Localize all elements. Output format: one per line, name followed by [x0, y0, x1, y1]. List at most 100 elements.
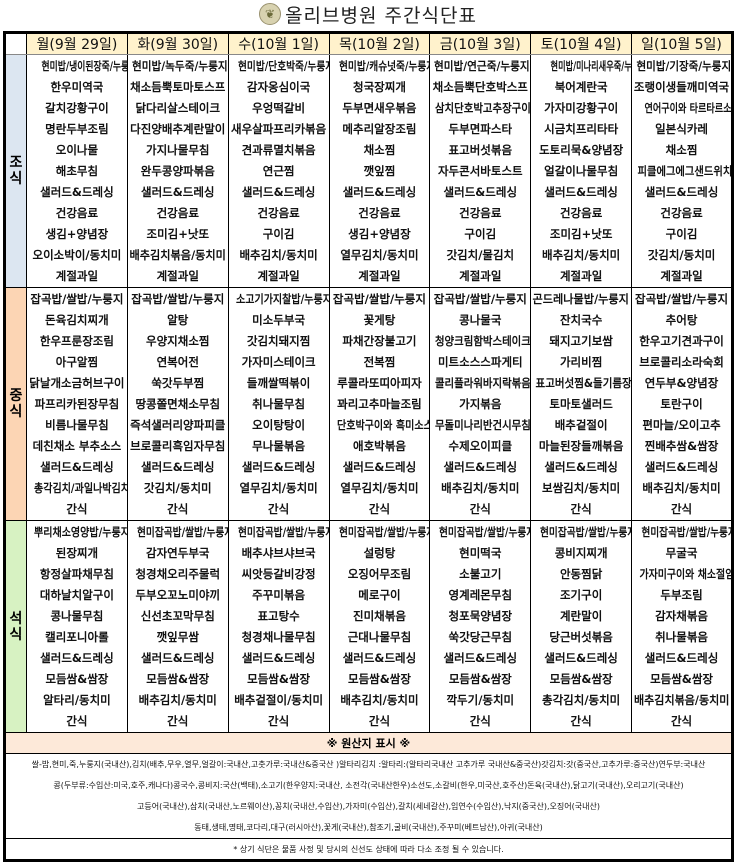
menu-item: 취나물무침 — [229, 394, 328, 415]
menu-item-text: 삼치단호박고추장구이 — [435, 101, 531, 115]
menu-item-text: 갈치강황구이 — [45, 101, 109, 115]
menu-item-text: 알탕 — [167, 313, 189, 327]
menu-item-text: 간식 — [66, 714, 88, 728]
menu-item: 생김+양념장 — [27, 224, 126, 245]
menu-item: 알탕 — [128, 310, 227, 331]
menu-item: 메로구이 — [330, 585, 429, 606]
breakfast-day-cell: 현미밥/기장죽/누룽지 조랭이생들깨미역국 연어구이와 타르타르소스 일본식카레 채소찜… — [631, 54, 733, 288]
menu-item: 닭다리살스테이크 — [128, 98, 227, 119]
menu-item-text: 구이김 — [665, 227, 698, 241]
menu-item: 메추리알장조림 — [330, 119, 429, 140]
lunch-day-cell: 잡곡밥/쌀밥/누룽지 돈육김치찌개 한우프룬장조림 아구알찜 닭날개소금허브구이 파프리카… — [26, 287, 128, 521]
menu-item: 갓김치/물김치 — [431, 245, 530, 266]
menu-item: 추어탕 — [633, 310, 731, 331]
menu-item-text: 현미밥/미나리새우죽/누룽지 — [550, 59, 632, 73]
menu-item-text: 알타리/동치미 — [43, 693, 111, 707]
menu-item-text: 건강음료 — [559, 206, 603, 220]
menu-item-text: 청경채오리주물럭 — [135, 567, 221, 581]
menu-item: 다진양배추계란말이 — [128, 119, 227, 140]
menu-item-text: 루콜라또띠아피자 — [337, 376, 422, 390]
menu-item: 샐러드&드레싱 — [27, 457, 126, 478]
menu-item: 샐러드&드레싱 — [532, 457, 631, 478]
menu-item: 채소듬뿍토마토스프 — [128, 77, 227, 98]
weekly-menu-table: 월(9월 29일) 화(9월 30일) 수(10월 1일) 목(10월 2일) … — [3, 31, 734, 862]
menu-item-text: 토마토샐러드 — [549, 397, 613, 411]
menu-item-text: 배추김치/동치미 — [642, 481, 721, 495]
menu-item-text: 들깨쌀떡볶이 — [246, 376, 311, 390]
page-header: ❦ 올리브병원 주간식단표 — [0, 0, 736, 28]
menu-item: 즉석샐러리양파피클 — [128, 415, 227, 436]
menu-item: 현미잡곡밥/쌀밥/누룽지 — [431, 522, 530, 543]
menu-item: 샐러드&드레싱 — [431, 182, 530, 203]
menu-item-text: 샐러드&드레싱 — [141, 185, 215, 199]
menu-item-text: 잡곡밥/쌀밥/누룽지 — [433, 292, 527, 306]
menu-item-text: 애호박볶음 — [353, 439, 406, 453]
menu-item: 건강음료 — [229, 203, 328, 224]
menu-item-text: 배추샤브샤브국 — [241, 546, 316, 560]
menu-item: 쑥갓두부찜 — [128, 373, 227, 394]
day-header: 목(10월 2일) — [328, 32, 430, 55]
menu-item: 씨앗등갈비강정 — [229, 564, 328, 585]
menu-item: 샐러드&드레싱 — [229, 648, 328, 669]
menu-item-text: 두부면파스타 — [448, 122, 513, 136]
menu-item: 감자채볶음 — [633, 606, 731, 627]
menu-item-text: 건강음료 — [55, 206, 99, 220]
menu-item-text: 깍두기/동치미 — [446, 693, 515, 707]
menu-item: 현미밥/단호박죽/누룽지 — [229, 56, 329, 77]
menu-item: 한우프룬장조림 — [27, 331, 126, 352]
menu-item: 잡곡밥/쌀밥/누룽지 — [27, 289, 126, 310]
menu-item: 열무김치/동치미 — [330, 478, 429, 499]
menu-item: 모듬쌈&쌈장 — [532, 669, 631, 690]
menu-item: 오이탕탕이 — [229, 415, 328, 436]
menu-item: 현미잡곡밥/쌀밥/누룽지 — [532, 522, 631, 543]
menu-item: 건강음료 — [330, 203, 429, 224]
menu-item: 연두부&양념장 — [633, 373, 731, 394]
menu-item: 배추김치/동치미 — [330, 690, 429, 711]
menu-item: 계란말이 — [532, 606, 631, 627]
menu-item: 현미밥/녹두죽/누룽지 — [128, 56, 228, 77]
menu-item: 뿌리채소영양밥/누룽지 — [27, 522, 127, 543]
menu-item-text: 간식 — [66, 502, 88, 516]
breakfast-day-cell: 현미밥/단호박죽/누룽지 감자옹심이국 우엉떡갈비 새우살파프리카볶음 견과류멸치볶음 연… — [227, 54, 330, 288]
menu-item-text: 편마늘/오이고추 — [642, 418, 721, 432]
menu-item: 샐러드&드레싱 — [330, 182, 429, 203]
origin-line: 쌀-밥,현미,죽,누룽지(국내산),김치(배추,무우,열무,얼갈이:국내산,고춧… — [31, 760, 706, 769]
menu-item: 계절과일 — [330, 266, 429, 287]
menu-item: 가리비찜 — [532, 352, 631, 373]
menu-item: 진미채볶음 — [330, 606, 429, 627]
menu-item-text: 된장찌개 — [55, 546, 99, 560]
menu-item: 닭날개소금허브구이 — [27, 373, 126, 394]
olive-branch-icon: ❦ — [259, 3, 282, 25]
menu-item: 견과류멸치볶음 — [229, 140, 328, 161]
menu-item-text: 소고기가지찰밥/누룽지 — [235, 292, 330, 306]
menu-item: 현미잡곡밥/쌀밥/누룽지 — [633, 522, 733, 543]
menu-item: 배추겉절이 — [532, 415, 631, 436]
menu-item-text: 돈육김치찌개 — [45, 313, 109, 327]
menu-item: 설렁탕 — [330, 543, 429, 564]
day-header: 금(10월 3일) — [429, 32, 531, 55]
menu-item: 청포묵양념장 — [431, 606, 530, 627]
menu-item-text: 무나물볶음 — [252, 439, 306, 453]
menu-item: 두부오꼬노미야끼 — [128, 585, 227, 606]
menu-item-text: 건강음료 — [257, 206, 300, 220]
menu-item-text: 도토리묵&양념장 — [539, 143, 624, 157]
menu-item: 샐러드&드레싱 — [128, 182, 227, 203]
menu-item: 현미밥/미나리새우죽/누룽지 — [532, 56, 632, 77]
menu-item-text: 가자미강황구이 — [544, 101, 619, 115]
menu-item-text: 배추김치볶음/동치미 — [129, 248, 226, 262]
day-header: 토(10월 4일) — [530, 32, 632, 55]
lunch-row: 중 식 잡곡밥/쌀밥/누룽지 돈육김치찌개 한우프룬장조림 아구알찜 닭날개소금허브구이 파… — [4, 287, 733, 521]
menu-item-text: 가지나물무침 — [146, 143, 210, 157]
menu-item-text: 파프리카된장무침 — [34, 397, 120, 411]
menu-item: 생김+양념장 — [330, 224, 429, 245]
menu-item: 현미잡곡밥/쌀밥/누룽지 — [128, 522, 228, 543]
menu-item-text: 채소찜 — [665, 143, 698, 157]
menu-item-text: 모듬쌈&쌈장 — [146, 672, 210, 686]
menu-item-text: 오이소박이/동치미 — [32, 248, 122, 262]
menu-item-text: 계절과일 — [559, 269, 603, 283]
menu-item-text: 현미잡곡밥/쌀밥/누룽지 — [641, 525, 733, 539]
menu-item: 깻잎무쌈 — [128, 627, 227, 648]
menu-item-text: 뿌리채소영양밥/누룽지 — [33, 525, 128, 539]
menu-item: 꽃게탕 — [330, 310, 429, 331]
breakfast-day-cell: 현미밥/냉이된장죽/누룽지한우미역국갈치강황구이명란두부조림오이나물해초무침샐러… — [26, 54, 128, 288]
